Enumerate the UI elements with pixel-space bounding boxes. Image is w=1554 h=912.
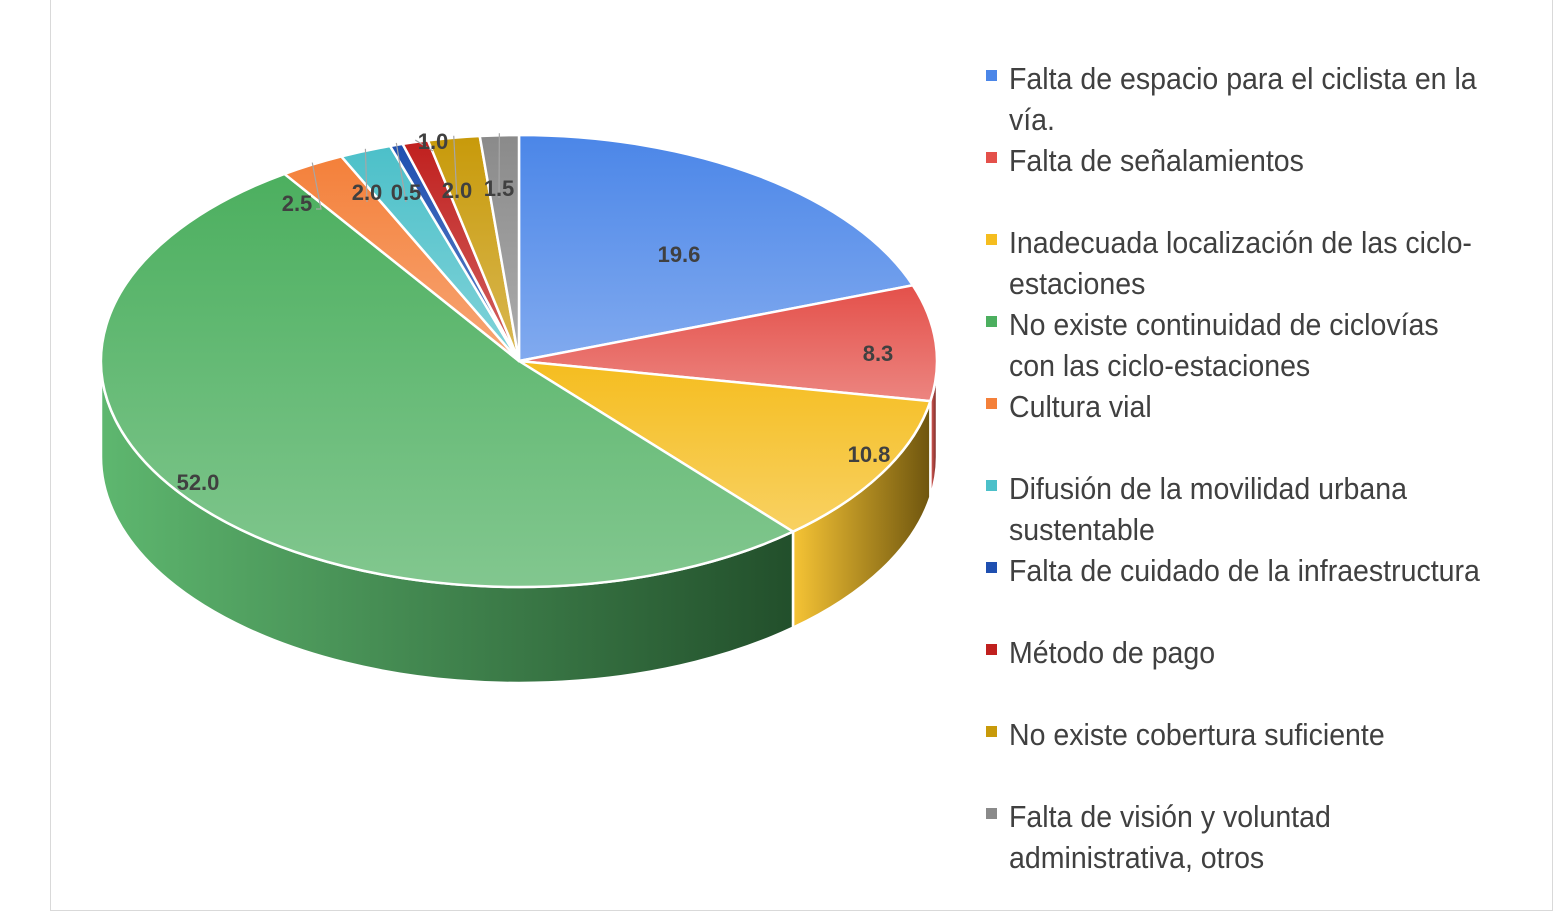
leader-line-8 bbox=[453, 135, 458, 201]
legend-label: No existe continuidad de ciclovías con l… bbox=[1009, 307, 1439, 383]
legend-label: Falta de cuidado de la infraestructura bbox=[1009, 553, 1480, 588]
pie-slice-2 bbox=[517, 359, 932, 533]
legend-item: Falta de señalamientos bbox=[986, 140, 1534, 181]
legend-item: Falta de cuidado de la infraestructura bbox=[986, 550, 1534, 591]
pie-data-labels: 19.6 8.3 10.8 52.0 2.5 2.0 0.5 1.0 2.0 1.5 bbox=[177, 129, 894, 495]
legend-swatch bbox=[986, 726, 997, 737]
legend-swatch bbox=[986, 562, 997, 573]
data-label-7: 1.0 bbox=[418, 129, 449, 154]
data-label-3: 52.0 bbox=[177, 470, 220, 495]
data-label-6: 0.5 bbox=[391, 180, 422, 205]
data-label-8: 2.0 bbox=[442, 178, 473, 203]
legend-item: Difusión de la movilidad urbana sustenta… bbox=[986, 468, 1534, 550]
pie-tops bbox=[99, 133, 939, 589]
pie-slice-1 bbox=[517, 284, 939, 403]
legend-item: No existe continuidad de ciclovías con l… bbox=[986, 304, 1534, 386]
legend-label: Inadecuada localización de las ciclo-est… bbox=[1009, 225, 1472, 301]
legend-label: Cultura vial bbox=[1009, 389, 1152, 424]
legend-item: No existe cobertura suficiente bbox=[986, 714, 1534, 755]
data-label-9: 1.5 bbox=[484, 176, 515, 201]
legend-swatch bbox=[986, 70, 997, 81]
legend-item: Falta de espacio para el ciclista en la … bbox=[986, 58, 1534, 140]
legend-label: Difusión de la movilidad urbana sustenta… bbox=[1009, 471, 1407, 547]
leader-line-6 bbox=[395, 142, 407, 203]
data-label-2: 10.8 bbox=[848, 442, 891, 467]
legend-label: Falta de señalamientos bbox=[1009, 143, 1304, 178]
legend-swatch bbox=[986, 480, 997, 491]
pie-slice-0 bbox=[517, 133, 915, 363]
legend-label: Falta de visión y voluntad administrativ… bbox=[1009, 799, 1331, 875]
legend-swatch bbox=[986, 152, 997, 163]
data-label-5: 2.0 bbox=[352, 180, 383, 205]
legend-label: Falta de espacio para el ciclista en la … bbox=[1009, 61, 1477, 137]
leader-line-4 bbox=[311, 162, 322, 210]
legend-swatch bbox=[986, 808, 997, 819]
pie-leader-lines bbox=[311, 133, 500, 210]
legend-swatch bbox=[986, 316, 997, 327]
data-label-1: 8.3 bbox=[863, 341, 894, 366]
legend-swatch bbox=[986, 644, 997, 655]
chart-frame bbox=[50, 0, 1553, 911]
legend-swatch bbox=[986, 234, 997, 245]
data-label-4: 2.5 bbox=[282, 191, 313, 216]
legend-label: No existe cobertura suficiente bbox=[1009, 717, 1385, 752]
legend-item: Método de pago bbox=[986, 632, 1534, 673]
legend-item: Falta de visión y voluntad administrativ… bbox=[986, 796, 1534, 878]
legend-swatch bbox=[986, 398, 997, 409]
data-label-0: 19.6 bbox=[658, 242, 701, 267]
legend-item: Cultura vial bbox=[986, 386, 1534, 427]
legend-item: Inadecuada localización de las ciclo-est… bbox=[986, 222, 1534, 304]
pie-slice-3 bbox=[99, 172, 795, 589]
leader-line-7 bbox=[414, 139, 434, 152]
leader-line-5 bbox=[364, 148, 368, 203]
legend-label: Método de pago bbox=[1009, 635, 1216, 670]
